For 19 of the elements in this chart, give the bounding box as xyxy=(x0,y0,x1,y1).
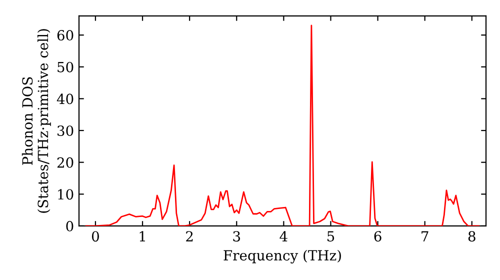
x-tick-label: 7 xyxy=(422,231,428,242)
y-tick-label: 10 xyxy=(58,189,74,200)
y-tick-label: 50 xyxy=(58,62,74,72)
line-series xyxy=(85,24,480,226)
y-tick-label: 30 xyxy=(58,125,74,136)
x-axis-title: Frequency (THz) xyxy=(224,250,341,264)
x-tick-label: 6 xyxy=(374,231,382,242)
x-tick-label: 0 xyxy=(92,231,99,242)
x-tick-label: 1 xyxy=(140,231,145,242)
x-tick-label: 5 xyxy=(327,231,334,242)
y-tick-label: 40 xyxy=(56,94,74,104)
x-tick-label: 3 xyxy=(233,231,240,242)
x-tick-label: 8 xyxy=(468,231,476,242)
x-tick-label: 4 xyxy=(280,231,288,242)
x-tick-label: 2 xyxy=(186,231,193,242)
y-tick-label: 60 xyxy=(57,30,74,41)
y-axis-title: Phonon DOS (States/THz·primitive cell) xyxy=(22,29,51,213)
y-tick-label: 0 xyxy=(66,220,74,232)
y-tick-label: 20 xyxy=(57,157,74,168)
